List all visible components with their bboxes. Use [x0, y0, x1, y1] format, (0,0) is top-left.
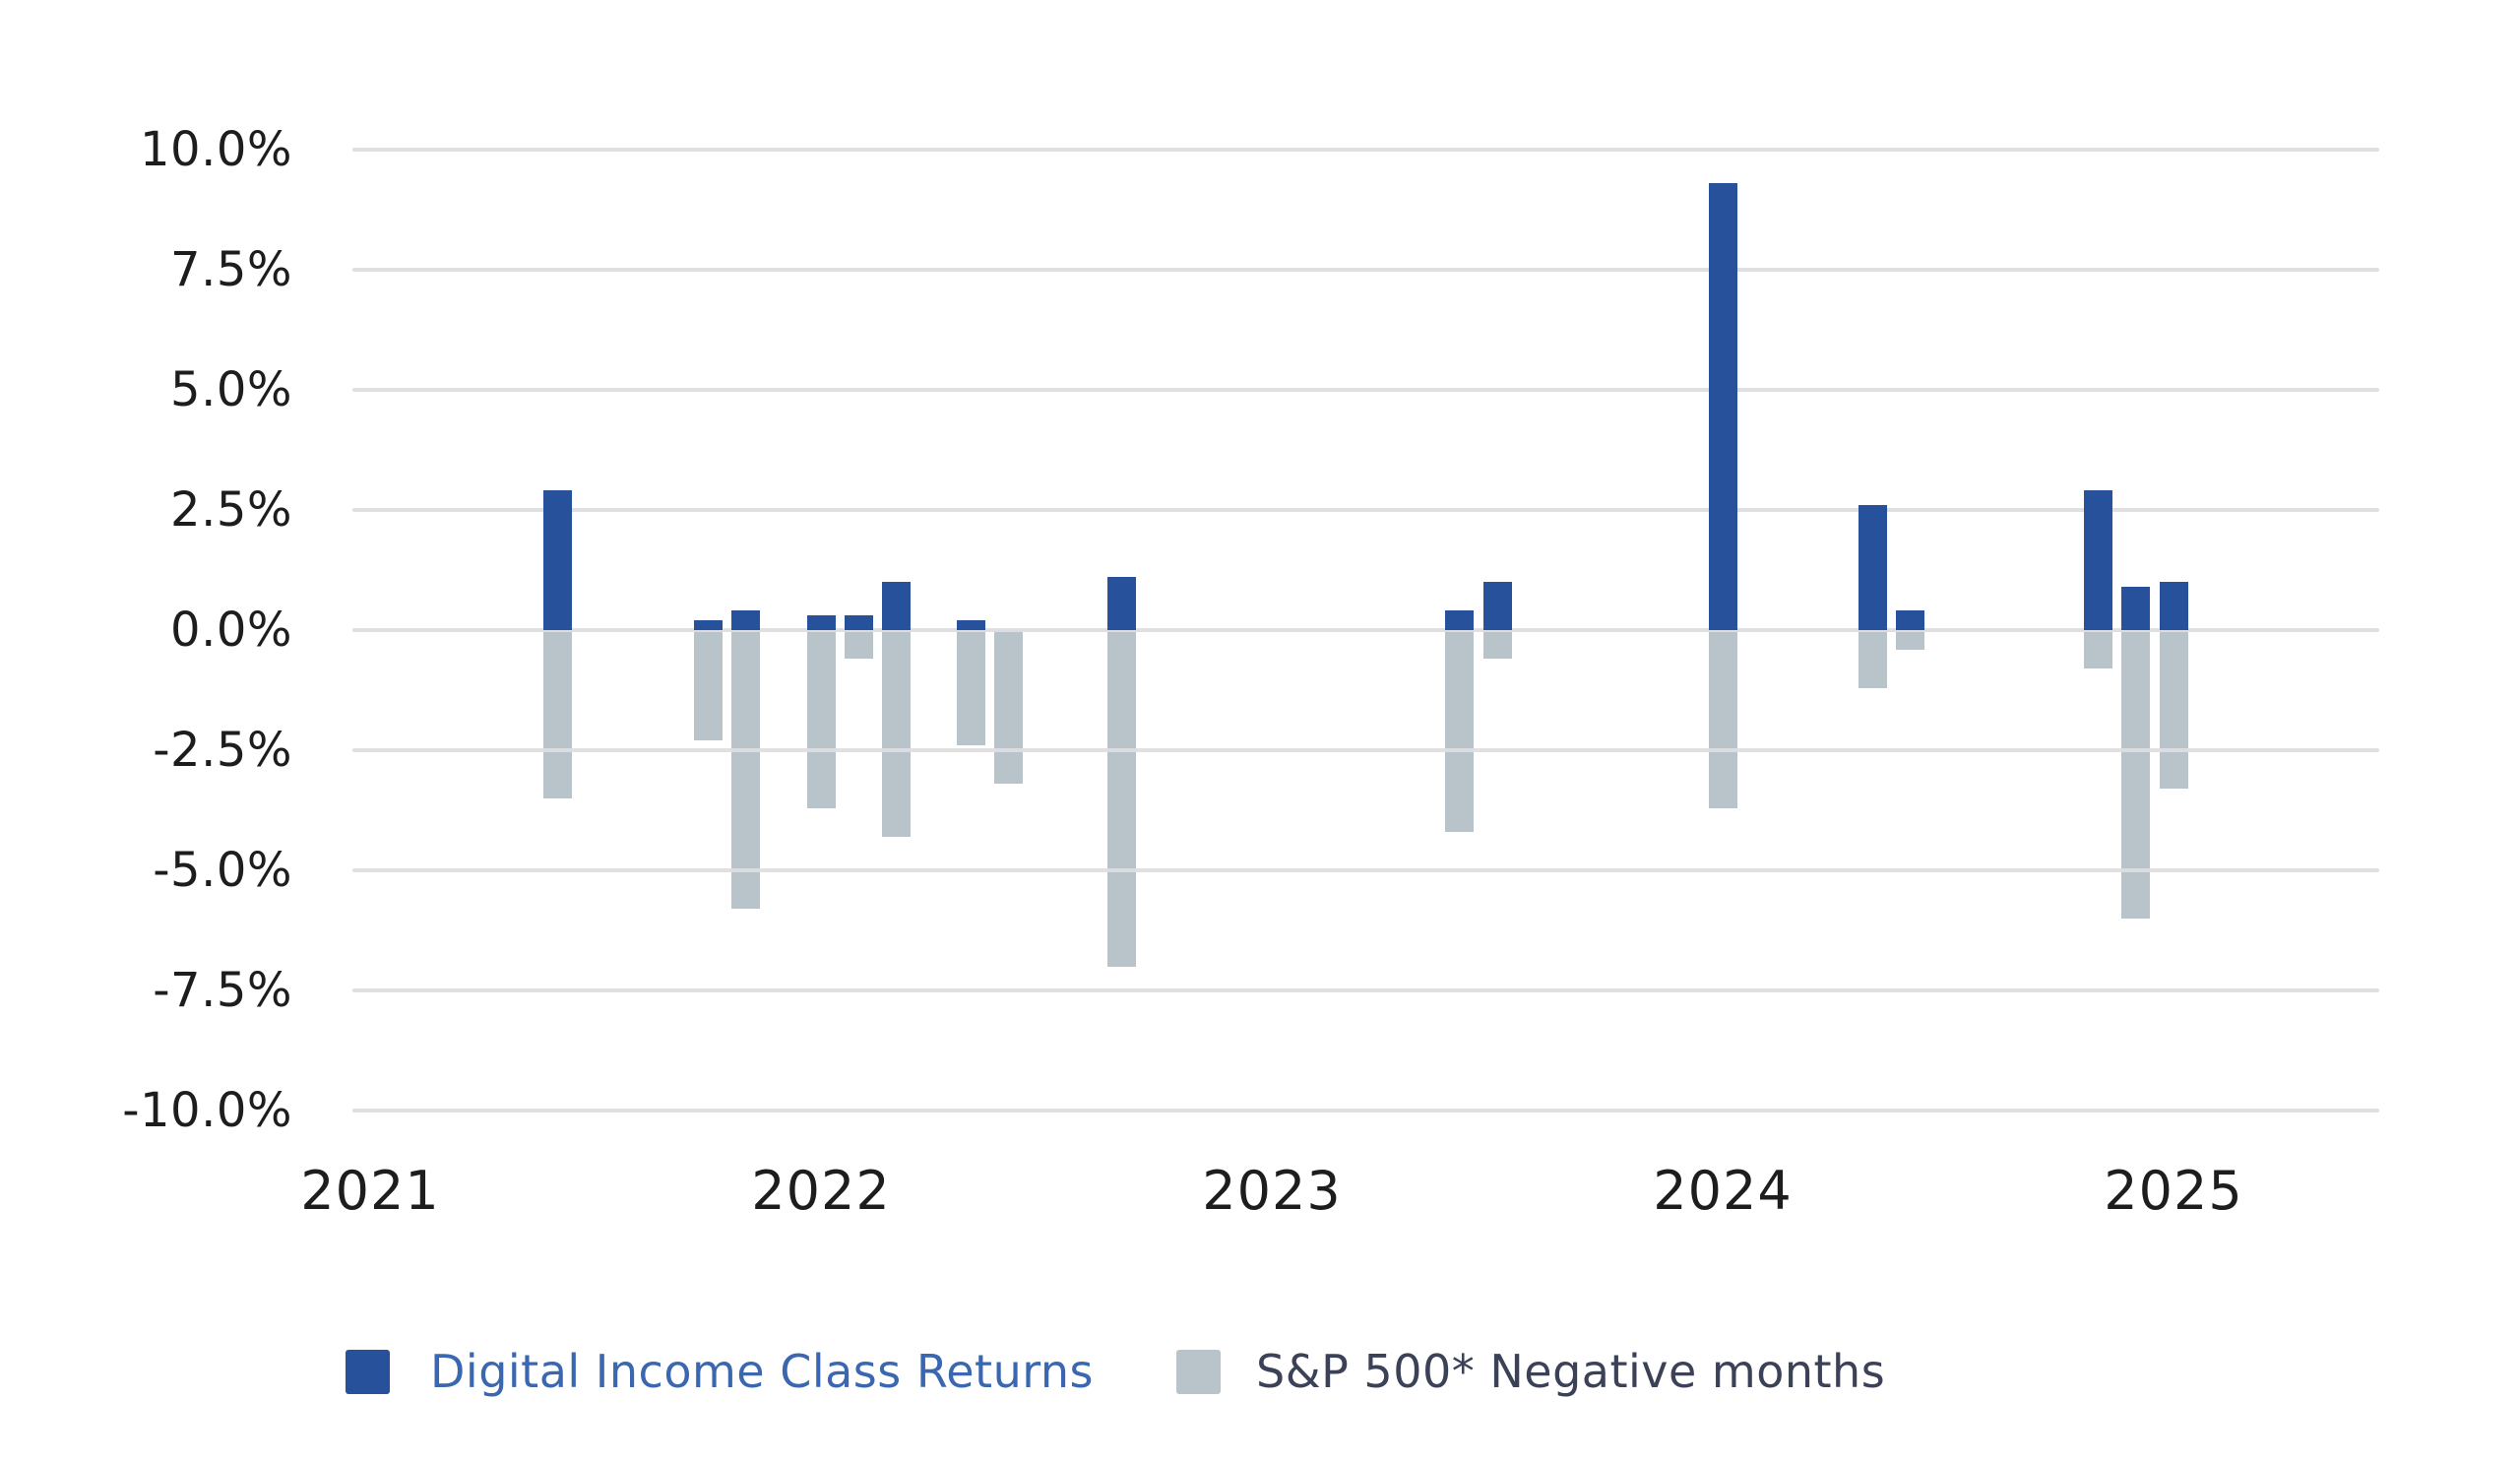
gridline--2.5	[352, 748, 2379, 752]
gridline-10	[352, 148, 2379, 152]
digital-income-bar	[2160, 582, 2188, 630]
gridline-over-bar	[731, 748, 760, 752]
gridline-over-bar	[2121, 630, 2150, 632]
x-axis-year-label-2022: 2022	[751, 1160, 891, 1222]
gridline-over-bar	[2121, 748, 2150, 752]
x-axis-year-label-2025: 2025	[2104, 1160, 2243, 1222]
gridline-over-bar	[1445, 630, 1474, 632]
digital-income-bar	[1896, 610, 1924, 630]
gridline--10	[352, 1109, 2379, 1113]
y-axis-label-5: 5.0%	[170, 362, 292, 417]
gridline-over-bar	[2160, 748, 2188, 752]
legend-item-digital-income: Digital Income Class Returns	[346, 1337, 1094, 1406]
sp500-negative-bar	[1858, 630, 1887, 688]
digital-income-bar	[1709, 183, 1737, 630]
x-axis-year-label-2023: 2023	[1202, 1160, 1342, 1222]
gridline-over-bar	[1709, 630, 1737, 632]
y-axis-label-0: 0.0%	[170, 603, 292, 658]
sp500-negative-swatch-icon	[1176, 1349, 1221, 1394]
x-axis-year-label-2024: 2024	[1653, 1160, 1793, 1222]
gridline-5	[352, 388, 2379, 392]
gridline-over-bar	[882, 630, 911, 632]
digital-income-bar	[1858, 505, 1887, 630]
digital-income-bar	[882, 582, 911, 630]
gridline-over-bar	[1107, 868, 1136, 872]
y-axis-label--5: -5.0%	[153, 843, 292, 898]
sp500-negative-bar	[1107, 630, 1136, 967]
digital-income-bar	[731, 610, 760, 630]
sp500-negative-bar	[845, 630, 873, 660]
gridline-over-bar	[994, 630, 1023, 632]
gridline-over-bar	[1858, 630, 1887, 632]
gridline-over-bar	[1445, 748, 1474, 752]
gridline-over-bar	[1107, 630, 1136, 632]
chart-legend: Digital Income Class Returns S&P 500* Ne…	[0, 1337, 2520, 1406]
gridline-over-bar	[807, 630, 836, 632]
gridline-over-bar	[807, 748, 836, 752]
digital-income-bar	[1483, 582, 1512, 630]
digital-income-bar	[845, 615, 873, 630]
sp500-negative-bar	[731, 630, 760, 910]
sp500-negative-bar	[2160, 630, 2188, 790]
gridline-7.5	[352, 268, 2379, 272]
digital-income-bar	[543, 490, 572, 630]
sp500-negative-bar	[2121, 630, 2150, 919]
gridline-over-bar	[2121, 868, 2150, 872]
sp500-negative-bar	[694, 630, 723, 741]
digital-income-bar	[1445, 610, 1474, 630]
digital-income-swatch-icon	[346, 1349, 390, 1394]
y-axis-label-7.5: 7.5%	[170, 242, 292, 297]
gridline--7.5	[352, 988, 2379, 992]
sp500-negative-bar	[1483, 630, 1512, 660]
digital-income-bar	[807, 615, 836, 630]
y-axis-label-10: 10.0%	[140, 122, 292, 177]
gridline-over-bar	[1709, 748, 1737, 752]
digital-income-bar	[957, 620, 985, 630]
legend-item-sp500-negative: S&P 500* Negative months	[1176, 1337, 1885, 1406]
gridline-over-bar	[2160, 630, 2188, 632]
sp500-negative-bar	[807, 630, 836, 808]
y-axis-label--10: -10.0%	[122, 1083, 292, 1138]
sp500-negative-bar	[882, 630, 911, 837]
gridline-over-bar	[731, 630, 760, 632]
gridline-over-bar	[543, 748, 572, 752]
x-axis-year-label-2021: 2021	[300, 1160, 440, 1222]
sp500-negative-bar	[957, 630, 985, 746]
sp500-negative-legend-label: S&P 500* Negative months	[1256, 1345, 1886, 1398]
gridline-2.5	[352, 508, 2379, 512]
digital-income-bar	[2084, 490, 2112, 630]
digital-income-bar	[1107, 577, 1136, 630]
sp500-negative-bar	[1709, 630, 1737, 808]
gridline-over-bar	[882, 748, 911, 752]
gridline-over-bar	[1896, 630, 1924, 632]
digital-income-bar	[694, 620, 723, 630]
y-axis-label-2.5: 2.5%	[170, 482, 292, 538]
digital-income-bar	[2121, 587, 2150, 630]
sp500-negative-bar	[2084, 630, 2112, 669]
gridline-over-bar	[731, 868, 760, 872]
gridline-over-bar	[543, 630, 572, 632]
y-axis-label--7.5: -7.5%	[153, 963, 292, 1018]
gridline-over-bar	[957, 630, 985, 632]
sp500-negative-bar	[543, 630, 572, 798]
digital-income-legend-label: Digital Income Class Returns	[430, 1345, 1094, 1398]
gridline-0	[352, 628, 2379, 632]
gridline-over-bar	[845, 630, 873, 632]
y-axis-label--2.5: -2.5%	[153, 723, 292, 778]
gridline-over-bar	[1107, 748, 1136, 752]
gridline-over-bar	[1483, 630, 1512, 632]
sp500-negative-bar	[1896, 630, 1924, 650]
gridline-over-bar	[694, 630, 723, 632]
gridline-over-bar	[2084, 630, 2112, 632]
sp500-negative-bar	[1445, 630, 1474, 832]
gridline--5	[352, 868, 2379, 872]
gridline-over-bar	[994, 748, 1023, 752]
sp500-negative-bar	[994, 630, 1023, 785]
